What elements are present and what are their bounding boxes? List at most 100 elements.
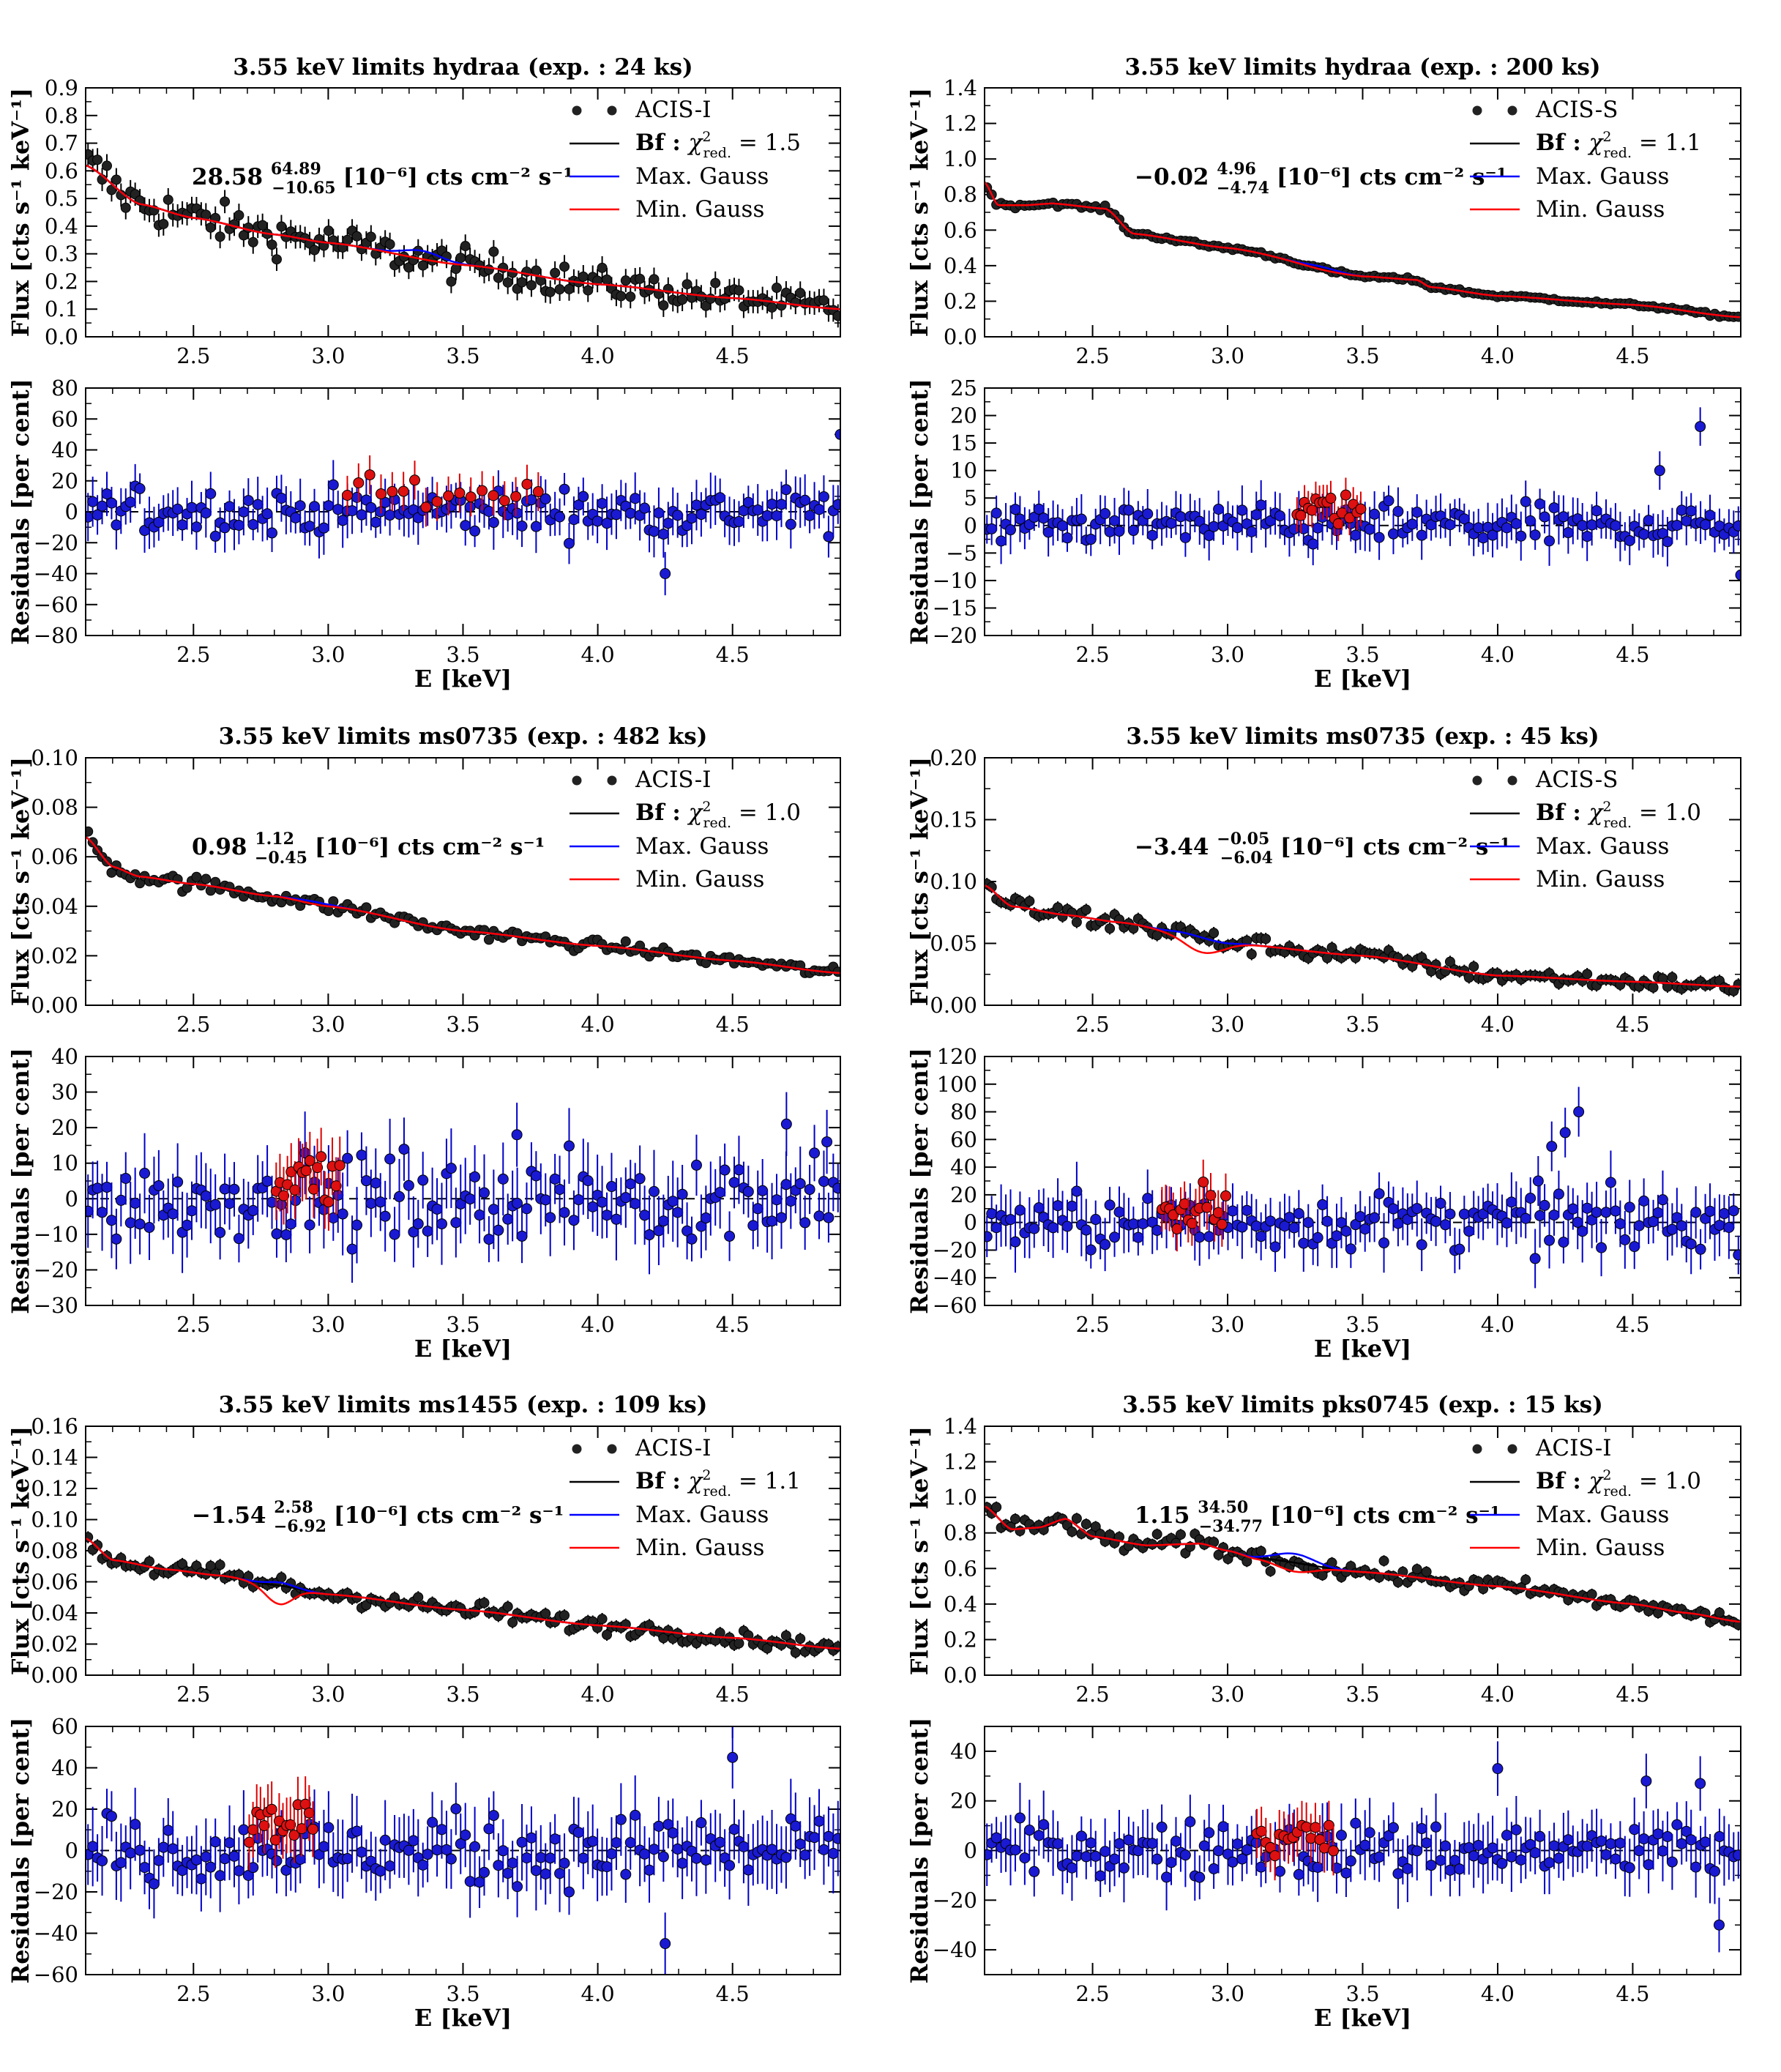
resid-data-point (572, 1194, 584, 1206)
flux-y-tick-label: 0.2 (944, 1627, 977, 1652)
resid-data-point (719, 1164, 731, 1176)
resid-data-point (134, 1844, 146, 1856)
resid-data-point (1392, 1218, 1404, 1229)
resid-data-point (794, 1178, 806, 1190)
flux-data-point (790, 1647, 801, 1658)
resid-data-point (733, 515, 744, 527)
resid-data-point (1610, 520, 1621, 532)
flux-data-point (1261, 933, 1272, 944)
resid-data-point (1312, 522, 1323, 534)
resid-data-point (1506, 1196, 1517, 1208)
min-gauss-line (86, 836, 840, 974)
flux-ylabel: Flux [cts s⁻¹ keV⁻¹] (906, 88, 933, 337)
flux-y-tick-label: 0.9 (45, 75, 78, 100)
resid-data-point (318, 1841, 329, 1852)
flux-limit-lower: −10.65 (272, 179, 335, 198)
resid-data-point (1614, 1218, 1626, 1229)
resid-data-point (1246, 526, 1258, 537)
resid-data-point (1581, 1202, 1593, 1214)
resid-data-point (172, 503, 184, 515)
resid-x-tick-label: 4.0 (581, 1981, 615, 2006)
resid-data-point (1104, 526, 1116, 537)
flux-data-point (247, 236, 258, 247)
resid-data-point (809, 1147, 821, 1159)
flux-y-tick-label: 0.4 (45, 214, 78, 239)
resid-data-point (615, 1814, 627, 1825)
resid-data-point (771, 1194, 783, 1206)
resid-data-point (818, 1844, 829, 1855)
resid-data-point (111, 519, 122, 531)
flux-y-tick-label: 1.4 (944, 75, 977, 100)
flux-axes-frame (85, 87, 841, 338)
resid-data-point (384, 1860, 396, 1872)
resid-data-point (1671, 519, 1683, 531)
resid-data-point (667, 1827, 679, 1839)
resid-data-point (597, 1196, 608, 1208)
flux-y-tick-label: 0.05 (930, 931, 977, 956)
resid-x-tick-label: 4.0 (581, 1312, 615, 1337)
resid-data-point (124, 1217, 136, 1229)
flux-data-point (351, 231, 362, 242)
flux-x-tick-label: 4.0 (581, 1012, 615, 1037)
resid-data-point (205, 1861, 217, 1873)
resid-data-point (1066, 1200, 1078, 1212)
resid-y-tick-label: 20 (950, 1182, 977, 1207)
resid-data-point (1099, 507, 1111, 519)
resid-data-point (1104, 1199, 1116, 1211)
resid-data-point (1359, 1223, 1371, 1235)
resid-data-point (469, 1841, 481, 1852)
resid-data-point (389, 1229, 400, 1240)
legend-chi-symbol: χ (1588, 130, 1605, 156)
resid-data-point (1345, 1243, 1356, 1255)
flux-data-point (1463, 972, 1474, 983)
resid-data-point (1553, 1188, 1564, 1200)
resid-data-point (422, 1849, 433, 1860)
resid-data-point (1411, 1203, 1423, 1215)
resid-x-tick-label: 3.5 (446, 642, 479, 667)
flux-x-tick-label: 4.5 (716, 1012, 750, 1037)
resid-x-tick-label: 3.0 (311, 1981, 345, 2006)
resid-data-point (1250, 1221, 1262, 1232)
resid-line-point (278, 1190, 290, 1201)
resid-data-point (238, 1824, 250, 1836)
resid-data-point (653, 1820, 665, 1832)
resid-data-point (86, 1205, 94, 1217)
resid-data-point (587, 1201, 599, 1212)
resid-data-point (804, 1184, 815, 1196)
flux-plot-area (985, 878, 1741, 997)
resid-data-point (1132, 1231, 1144, 1243)
resid-line-point (323, 1196, 335, 1208)
resid-data-point (370, 1177, 381, 1189)
legend-max-label: Max. Gauss (1536, 833, 1669, 860)
flux-y-tick-label: 0.04 (31, 1600, 78, 1625)
resid-line-point (1344, 512, 1356, 523)
legend-data-marker (607, 105, 617, 116)
resid-line-point (443, 490, 455, 502)
resid-data-point (601, 1861, 613, 1873)
flux-data-point (780, 1630, 791, 1641)
resid-data-point (332, 1189, 344, 1201)
resid-data-point (228, 1850, 240, 1862)
resid-data-point (1733, 1249, 1741, 1261)
resid-data-point (624, 1178, 636, 1190)
resid-data-point (266, 527, 278, 539)
resid-data-point (1269, 1241, 1281, 1253)
flux-data-point (1015, 1526, 1026, 1537)
flux-axes-frame (85, 757, 841, 1006)
resid-y-tick-label: 40 (51, 438, 78, 463)
resid-data-point (568, 1215, 580, 1226)
resid-data-point (200, 1190, 212, 1201)
resid-data-point (1544, 1234, 1556, 1246)
resid-data-point (1539, 1199, 1550, 1211)
resid-outlier-point (1546, 1141, 1558, 1152)
resid-data-point (1307, 538, 1319, 550)
resid-data-point (1638, 529, 1650, 540)
resid-data-point (549, 1173, 561, 1185)
resid-data-point (351, 1825, 363, 1837)
legend-chi-sup: 2 (702, 129, 711, 145)
chart-panel-hydraa-200: 3.55 keV limits hydraa (exp. : 200 ks) 2.… (906, 54, 1741, 693)
resid-data-point (1666, 1223, 1678, 1235)
legend-chi-symbol: χ (1588, 800, 1605, 826)
resid-data-point (1014, 1204, 1026, 1216)
flux-x-tick-label: 2.5 (176, 1682, 210, 1707)
